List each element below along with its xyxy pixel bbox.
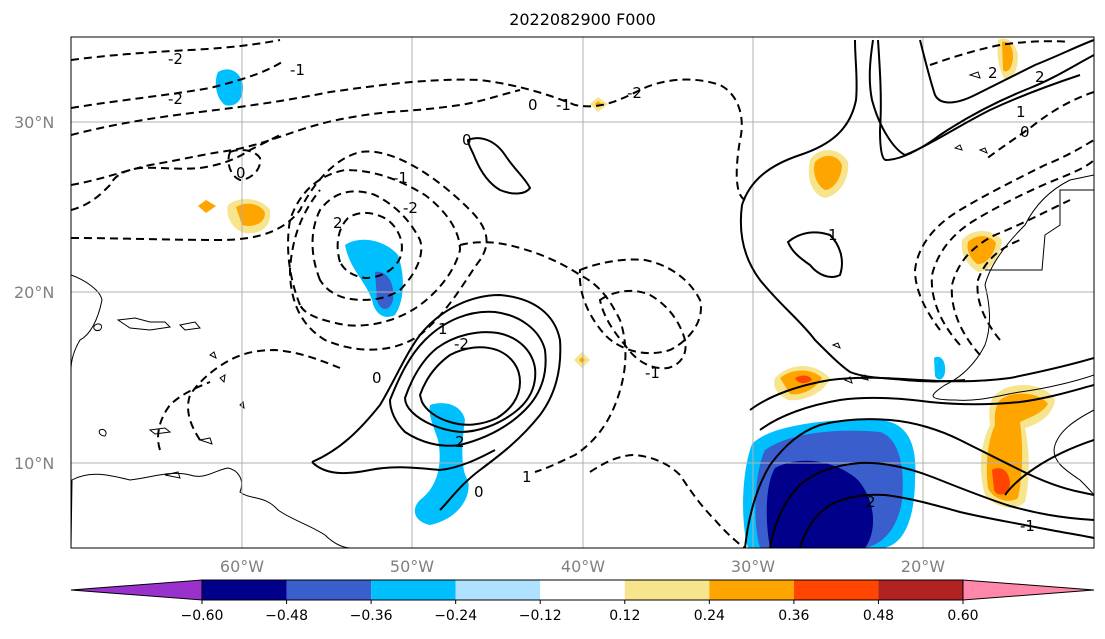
colorbar-tick-label: 0.48 [863,608,894,624]
contour-label: -2 [627,84,642,102]
positive-contours [311,39,1094,548]
contour-label: 2 [455,433,465,451]
contour-label: 1 [1016,103,1026,121]
colorbar-segment [540,580,625,600]
contour-label: 2 [866,493,876,511]
colorbar-segment [455,580,541,600]
negative-anomaly-50w-core [375,271,394,309]
contour-label: 0 [1020,123,1030,141]
positive-anomaly-22w-core [967,236,996,265]
lon-label: 20°W [901,557,945,576]
colorbar-tick-label: −0.12 [519,608,562,624]
colorbar-tick-label: 0.24 [694,608,725,624]
lon-label: 30°W [731,557,775,576]
negative-anomaly-18w [934,356,946,380]
negative-contours [71,39,1094,548]
negative-anomaly-large-core [766,460,874,548]
lon-labels: 60°W 50°W 40°W 30°W 20°W [220,557,945,576]
contour-label: 0 [236,164,246,182]
lat-label: 10°N [14,454,54,473]
positive-anomaly-28w-peak [795,375,812,384]
contour-label: -2 [168,50,183,68]
contour-label: 0 [528,96,538,114]
contour-label: -1 [645,364,660,382]
contour-label: -1 [1020,517,1035,535]
contour-labels: -2 -2 -1 0 -1 -2 0 -1 -2 0 2 1 0 -2 1 -1… [168,50,1045,535]
colorbar-tick-label: −0.24 [434,608,477,624]
contour-label: 0 [462,131,472,149]
contour-label: -2 [403,199,418,217]
colorbar-frame [201,579,964,601]
lat-labels: 30°N 20°N 10°N [14,113,54,473]
contour-label: 2 [1035,68,1045,86]
coastlines [71,71,1094,548]
positive-anomaly-11w-core [1002,41,1013,72]
lon-label: 60°W [220,557,264,576]
plot-frame [70,36,1095,549]
colorbar-tick-label: −0.60 [181,608,224,624]
contour-label: 2 [333,214,343,232]
contour-label: 1 [522,468,532,486]
colorbar-tick-label: 0.60 [947,608,978,624]
contour-label: -1 [290,61,305,79]
colorbar-tick-label: −0.36 [350,608,393,624]
positive-anomaly-14w-peak [992,468,1010,495]
colorbar-segment [286,580,372,600]
lon-label: 40°W [561,557,605,576]
colorbar-segment [371,580,456,600]
contour-label: 2 [988,64,998,82]
colorbar-tick-label: 0.12 [609,608,640,624]
lat-label: 30°N [14,113,54,132]
negative-anomaly-60w [215,69,244,106]
contour-label: -2 [454,335,469,353]
contour-label: 0 [372,369,382,387]
lon-label: 50°W [390,557,434,576]
contour-label: 0 [474,483,484,501]
colorbar-tick-label: 0.36 [778,608,809,624]
lat-label: 20°N [14,283,54,302]
positive-anomaly-57w-core [236,203,265,226]
colorbar-segment [878,580,963,600]
colorbar-segment [709,580,794,600]
contour-label: -1 [393,169,408,187]
gridlines [71,37,1094,548]
colorbar-segment [624,580,710,600]
contour-label: -2 [168,90,183,108]
colorbar-tick-label: −0.48 [265,608,308,624]
contour-label: -1 [556,96,571,114]
positive-anomaly-62w [198,200,216,213]
contour-label: 1 [438,320,448,338]
colorbar: −0.60 −0.48 −0.36 −0.24 −0.12 0.12 0.24 0.36 0.4… [70,579,1095,624]
plot-area: -2 -2 -1 0 -1 -2 0 -1 -2 0 2 1 0 -2 1 -1… [71,37,1094,548]
colorbar-extend-high [962,579,1095,601]
colorbar-extend-low [70,579,203,601]
map-title: 2022082900 F000 [509,10,656,29]
contour-label: 1 [828,226,838,244]
positive-anomaly-26w-core [814,155,842,190]
colorbar-segment [202,580,287,600]
colorbar-segment [793,580,879,600]
